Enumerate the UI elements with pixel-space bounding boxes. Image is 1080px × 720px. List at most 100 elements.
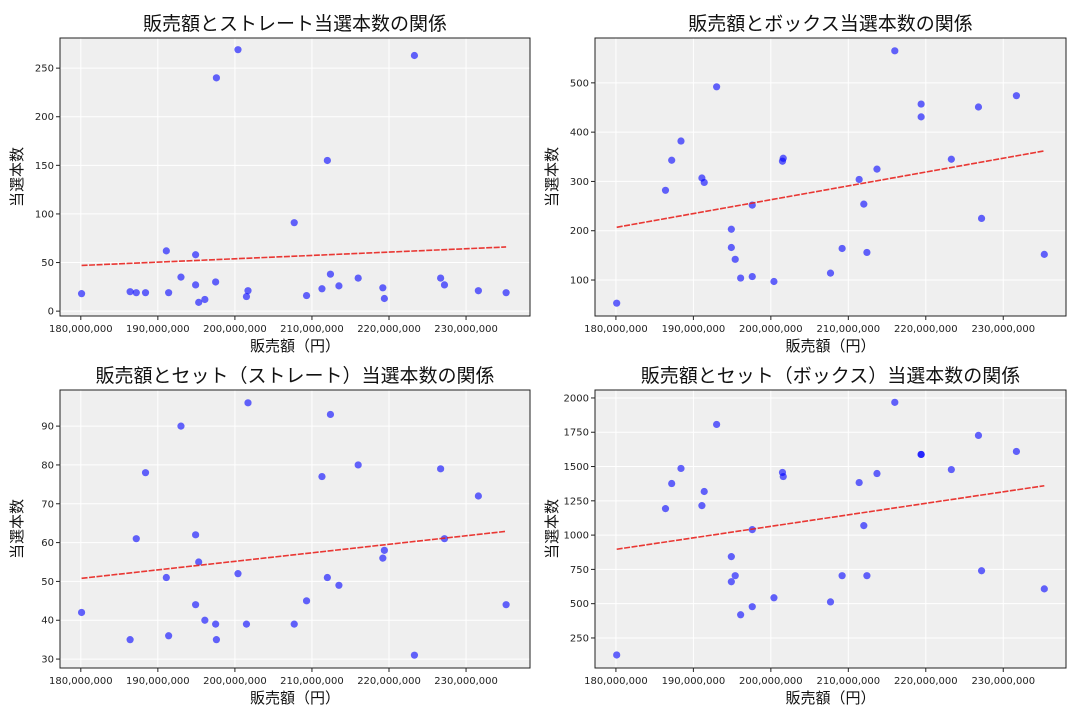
data-point [891,398,899,406]
y-tick-label: 1000 [564,531,589,542]
y-tick-label: 400 [570,128,589,139]
y-axis-label: 当選本数 [543,147,561,207]
data-point [354,461,362,469]
y-tick-label: 40 [41,616,54,627]
data-point [141,289,150,297]
y-tick-label: 90 [41,422,54,433]
data-point [192,281,200,289]
y-tick-label: 50 [41,577,54,588]
data-point [661,186,670,194]
x-tick-label: 220,000,000 [357,324,421,335]
data-point [737,611,745,619]
x-axis-label: 販売額（円） [250,337,340,355]
x-tick-label: 220,000,000 [894,676,958,687]
data-point [212,620,220,628]
data-point [290,219,298,227]
data-point [863,248,871,257]
data-point [234,46,242,54]
data-point [613,299,621,307]
subplot-3: 180,000,000 190,000,000 200,000,000 210,000… [8,365,531,707]
data-point [770,277,778,286]
data-point [502,601,510,609]
data-point [335,282,343,290]
x-tick-label: 180,000,000 [49,324,113,335]
data-point [502,289,510,297]
data-point [410,651,419,659]
y-tick-label: 100 [570,276,589,287]
subplot-2: 180,000,000 190,000,000 200,000,000 210,000… [543,13,1067,355]
data-point [132,289,140,297]
data-point [713,83,721,91]
x-tick-label: 200,000,000 [203,676,267,687]
data-point [668,479,676,488]
data-point [437,274,445,282]
data-point [474,492,482,500]
data-point [613,651,621,659]
data-point [290,620,298,628]
data-point [77,290,86,298]
x-tick-label: 210,000,000 [280,676,344,687]
y-tick-label: 500 [570,599,589,610]
x-tick-label: 180,000,000 [49,676,113,687]
data-point [77,608,86,617]
axes-frame [59,37,531,317]
data-point [165,632,173,640]
y-tick-label: 60 [41,538,54,549]
y-tick-label: 1500 [564,462,589,473]
data-point [335,581,343,589]
data-point [826,598,835,606]
subplot-title: 販売額とセット（ストレート）当選本数の関係 [95,365,494,387]
y-tick-label: 150 [35,161,54,172]
data-point [242,292,251,301]
data-point [917,450,925,459]
data-point [731,572,739,580]
data-point [917,100,925,108]
data-point [977,214,986,223]
x-tick-label: 230,000,000 [971,324,1035,335]
subplot-1: 180,000,000 190,000,000 200,000,000 210,000… [8,13,531,355]
data-point [195,298,203,306]
x-tick-label: 220,000,000 [357,676,421,687]
data-point [1012,92,1021,100]
data-point [201,295,209,304]
data-point [474,287,482,295]
data-point [244,287,252,295]
y-tick-label: 50 [41,258,54,269]
data-point [860,522,868,530]
y-tick-label: 500 [570,78,589,89]
data-point [677,137,685,145]
data-point [326,410,335,419]
y-tick-label: 200 [570,226,589,237]
data-point [977,567,986,575]
data-point [212,74,221,82]
data-point [318,472,326,481]
y-tick-label: 1250 [564,496,589,507]
data-point [326,270,335,278]
data-point [244,399,252,407]
y-tick-label: 200 [35,112,54,123]
y-tick-label: 2000 [564,393,589,404]
trend-line [81,246,507,267]
data-point [242,620,251,628]
data-point [826,269,835,277]
data-point [838,572,846,580]
trend-line [81,530,507,580]
data-point [700,178,708,187]
data-point [141,469,150,477]
data-point [192,251,200,259]
x-tick-label: 230,000,000 [434,676,498,687]
data-point [162,247,170,255]
data-point [770,594,778,602]
trend-line [616,484,1045,551]
x-tick-label: 210,000,000 [817,324,881,335]
data-point [855,478,863,487]
x-tick-label: 190,000,000 [126,324,190,335]
data-point [302,291,311,300]
data-point [855,175,863,184]
data-point [917,113,925,121]
x-tick-label: 220,000,000 [894,324,958,335]
data-point [1040,250,1048,258]
y-tick-label: 30 [41,655,54,666]
data-point [234,570,242,578]
